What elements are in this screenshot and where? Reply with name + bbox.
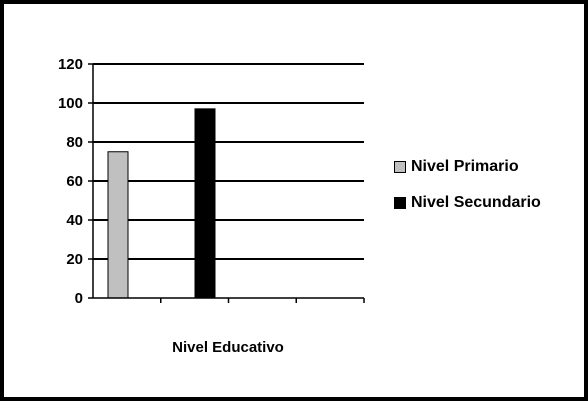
- legend-item-nivel-secundario: Nivel Secundario: [394, 192, 541, 214]
- legend-item-nivel-primario: Nivel Primario: [394, 156, 541, 178]
- bar-chart: 0 20 40 60 80 100 120 Nivel Educativo: [58, 56, 365, 356]
- legend-label-primario: Nivel Primario: [411, 158, 519, 175]
- y-tick-label-20: 20: [66, 251, 83, 268]
- y-tick-label-80: 80: [66, 134, 83, 151]
- legend-swatch-secundario: [394, 197, 406, 209]
- legend-label-secundario: Nivel Secundario: [411, 194, 541, 211]
- bar-nivel-secundario: [194, 108, 216, 299]
- x-axis-title: Nivel Educativo: [172, 339, 284, 356]
- legend: Nivel Primario Nivel Secundario: [394, 156, 541, 228]
- bar-nivel-primario: [107, 151, 129, 299]
- y-tick-label-60: 60: [66, 173, 83, 190]
- y-tick-label-40: 40: [66, 212, 83, 229]
- y-tick-label-100: 100: [58, 95, 83, 112]
- y-tick-label-120: 120: [58, 56, 83, 73]
- legend-swatch-primario: [394, 161, 406, 173]
- y-tick-label-0: 0: [75, 290, 83, 307]
